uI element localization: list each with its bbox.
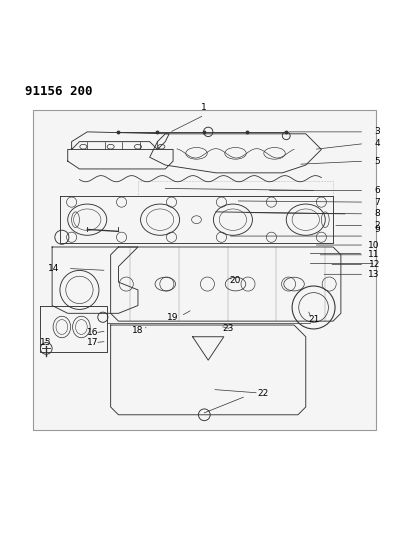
Text: 1: 1 (202, 103, 207, 112)
Text: 2: 2 (374, 221, 380, 230)
Text: 14: 14 (48, 264, 60, 273)
Text: 12: 12 (369, 260, 380, 269)
Text: 11: 11 (368, 251, 380, 259)
Text: 15: 15 (40, 338, 52, 347)
Text: 23: 23 (222, 325, 233, 334)
FancyBboxPatch shape (33, 110, 376, 430)
Text: 7: 7 (374, 198, 380, 207)
Text: 20: 20 (230, 276, 241, 285)
Text: 17: 17 (87, 338, 99, 347)
Text: 22: 22 (257, 389, 268, 398)
Text: 13: 13 (368, 270, 380, 279)
Text: 91156 200: 91156 200 (25, 85, 92, 98)
Text: 4: 4 (374, 139, 380, 148)
Text: 6: 6 (374, 186, 380, 195)
Text: 10: 10 (368, 240, 380, 249)
Text: 16: 16 (87, 328, 99, 337)
Text: 5: 5 (374, 157, 380, 166)
Text: 21: 21 (308, 314, 319, 324)
Text: 8: 8 (374, 209, 380, 219)
Text: 19: 19 (167, 313, 179, 322)
Text: 3: 3 (374, 127, 380, 136)
Text: 18: 18 (132, 326, 144, 335)
Text: 9: 9 (374, 225, 380, 234)
